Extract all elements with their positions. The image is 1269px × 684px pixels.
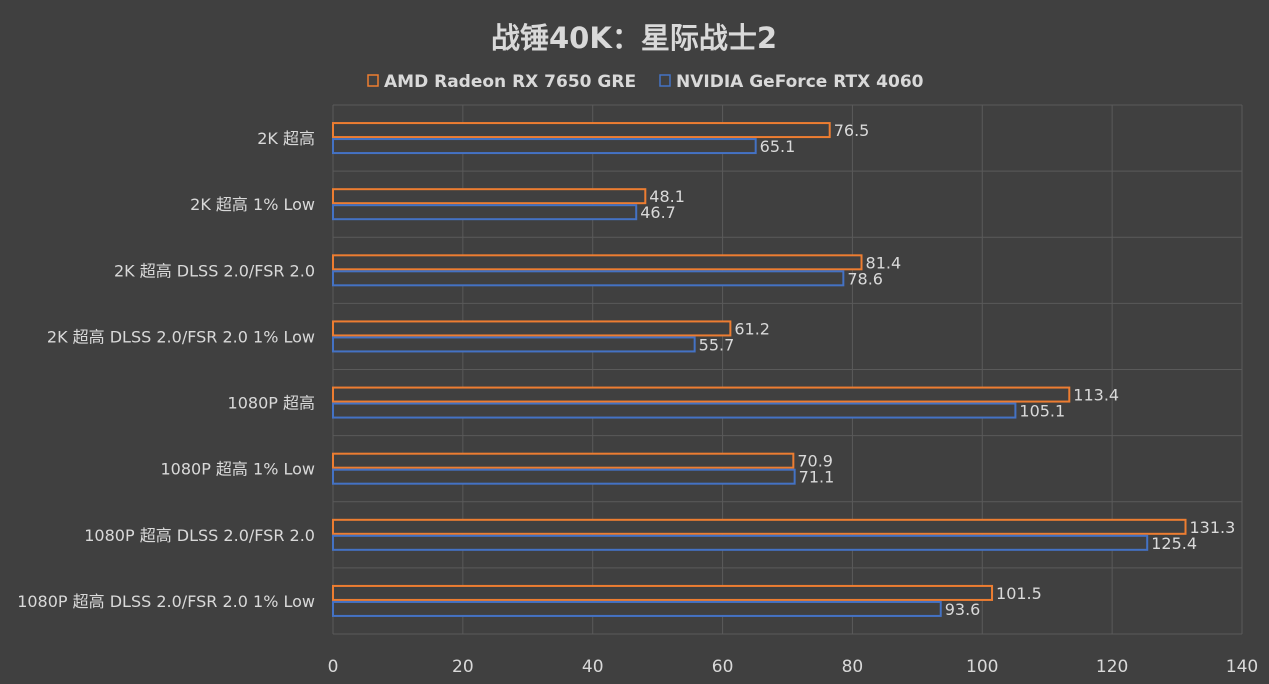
bar-nvidia (332, 204, 638, 221)
value-label-nvidia: 93.6 (945, 600, 981, 619)
bars (332, 122, 1187, 617)
x-tick-label: 60 (712, 657, 734, 677)
x-tick-label: 100 (966, 657, 998, 677)
category-label: 2K 超高 1% Low (190, 195, 315, 214)
value-label-amd: 76.5 (834, 121, 870, 140)
category-labels: 2K 超高 2K 超高 1% Low 2K 超高 DLSS 2.0/FSR 2.0 2… (17, 129, 315, 611)
bar-nvidia (332, 336, 696, 353)
bar-amd (332, 452, 795, 469)
bar-amd (332, 188, 647, 205)
x-tick-label: 140 (1226, 657, 1258, 677)
category-label: 1080P 超高 DLSS 2.0/FSR 2.0 (84, 526, 315, 545)
bar-nvidia (332, 534, 1149, 551)
legend-swatch-nvidia (659, 74, 671, 87)
legend-label-nvidia: NVIDIA GeForce RTX 4060 (676, 72, 924, 92)
x-tick-label: 20 (452, 657, 474, 677)
bar-amd (332, 386, 1071, 403)
x-tick-label: 80 (842, 657, 864, 677)
x-axis-ticks: 0 20 40 60 80 100 120 140 (328, 657, 1259, 677)
value-label-amd: 131.3 (1190, 518, 1236, 537)
bar-amd (332, 518, 1187, 535)
value-label-nvidia: 125.4 (1151, 534, 1197, 553)
value-label-amd: 61.2 (734, 319, 770, 338)
chart-title: 战锤40K：星际战士2 (491, 21, 777, 55)
value-label-nvidia: 65.1 (760, 137, 796, 156)
legend-label-amd: AMD Radeon RX 7650 GRE (384, 72, 636, 92)
x-tick-label: 0 (328, 657, 339, 677)
value-label-amd: 48.1 (649, 187, 685, 206)
value-label-nvidia: 71.1 (799, 468, 835, 487)
bar-nvidia (332, 270, 845, 287)
value-label-nvidia: 78.6 (847, 269, 883, 288)
category-label: 2K 超高 (257, 129, 315, 148)
bar-nvidia (332, 138, 757, 155)
value-label-amd: 81.4 (866, 253, 902, 272)
value-label-nvidia: 105.1 (1019, 402, 1065, 421)
bar-nvidia (332, 402, 1017, 419)
bar-nvidia (332, 600, 942, 617)
bar-amd (332, 320, 732, 337)
x-tick-label: 120 (1096, 657, 1128, 677)
category-label: 1080P 超高 (228, 394, 315, 413)
bar-amd (332, 122, 831, 139)
value-label-nvidia: 55.7 (699, 335, 735, 354)
value-labels: 76.5 65.1 48.146.7 81.478.6 61.255.7 113.4 105… (640, 121, 1235, 619)
category-label: 1080P 超高 1% Low (160, 460, 315, 479)
bar-amd (332, 584, 994, 601)
category-label: 1080P 超高 DLSS 2.0/FSR 2.0 1% Low (17, 592, 315, 611)
value-label-amd: 70.9 (797, 452, 833, 471)
bar-nvidia (332, 468, 796, 485)
bar-amd (332, 254, 863, 271)
legend-swatch-amd (367, 74, 379, 87)
value-label-nvidia: 46.7 (640, 203, 676, 222)
category-label: 2K 超高 DLSS 2.0/FSR 2.0 (114, 261, 315, 280)
x-tick-label: 40 (582, 657, 604, 677)
category-label: 2K 超高 DLSS 2.0/FSR 2.0 1% Low (47, 327, 315, 346)
value-label-amd: 101.5 (996, 584, 1042, 603)
legend: AMD Radeon RX 7650 GRE NVIDIA GeForce RT… (367, 72, 924, 92)
value-label-amd: 113.4 (1073, 386, 1119, 405)
